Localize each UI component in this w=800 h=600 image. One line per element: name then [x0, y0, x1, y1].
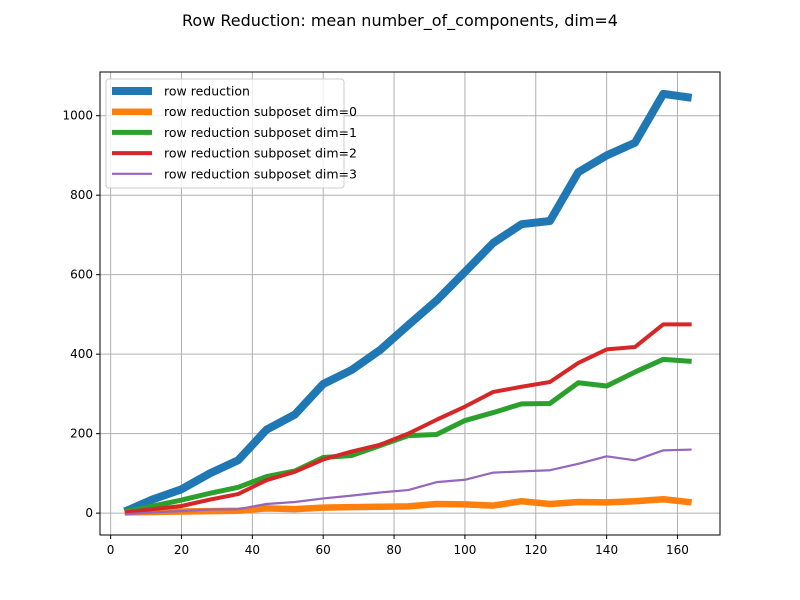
y-tick-label: 200 — [70, 427, 93, 441]
y-tick-label: 600 — [70, 268, 93, 282]
x-tick-label: 60 — [316, 543, 331, 557]
series-line-4 — [124, 448, 692, 516]
series-line-3 — [124, 322, 692, 515]
plot-frame — [99, 71, 721, 536]
legend-label-4: row reduction subposet dim=3 — [164, 166, 357, 181]
x-tick-label: 160 — [666, 543, 689, 557]
y-tick-label: 800 — [70, 188, 93, 202]
x-tick-label: 20 — [174, 543, 189, 557]
x-tick-label: 140 — [595, 543, 618, 557]
legend-box — [105, 78, 345, 189]
y-tick-label: 1000 — [62, 109, 93, 123]
legend-label-2: row reduction subposet dim=1 — [164, 125, 357, 140]
x-tick-label: 100 — [453, 543, 476, 557]
series-line-0 — [123, 89, 693, 516]
chart-title: Row Reduction: mean number_of_components… — [182, 11, 618, 31]
legend-label-1: row reduction subposet dim=0 — [164, 104, 357, 119]
series-lines — [123, 89, 693, 516]
legend-label-0: row reduction — [164, 84, 250, 99]
legend-label-3: row reduction subposet dim=2 — [164, 146, 357, 161]
x-tick-label: 40 — [245, 543, 260, 557]
x-tick-label: 80 — [386, 543, 401, 557]
series-line-1 — [124, 495, 693, 516]
x-tick-label: 120 — [524, 543, 547, 557]
legend: row reduction row reduction subposet dim=… — [105, 78, 357, 189]
axes: 0 20 40 60 80 100 120 140 160 0 200 400 600 800 1000 — [62, 109, 688, 557]
y-tick-label: 400 — [70, 347, 93, 361]
y-tick-label: 0 — [85, 506, 93, 520]
x-tick-label: 0 — [107, 543, 115, 557]
